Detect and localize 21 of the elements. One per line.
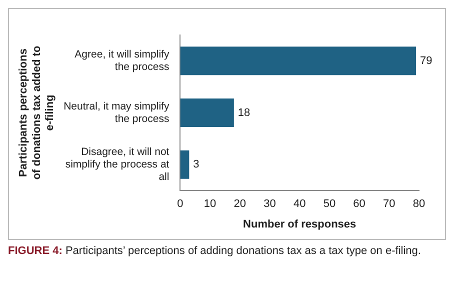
- y-tick-label: Neutral, it may simplify the process: [64, 100, 170, 125]
- x-axis-title: Number of responses: [243, 218, 356, 230]
- x-tick-label: 10: [204, 198, 216, 210]
- bar: [180, 150, 190, 179]
- data-label: 79: [420, 54, 432, 67]
- x-tick-label: 70: [383, 198, 396, 210]
- x-tick-label: 30: [264, 198, 276, 210]
- y-tick-label: Agree, it will simplify the process: [74, 48, 170, 74]
- x-tick-label: 80: [412, 198, 426, 210]
- caption: FIGURE 4: Participants’ perceptions of adding donations tax as a tax type on e-filing.: [8, 245, 422, 257]
- data-label: 18: [238, 106, 250, 119]
- x-tick-label: 40: [293, 198, 306, 210]
- x-tick-label: 50: [323, 198, 336, 210]
- x-tick-label: 0: [177, 198, 184, 210]
- x-tick-label: 20: [234, 198, 246, 210]
- bar: [180, 98, 234, 128]
- bar: [180, 46, 416, 76]
- data-label: 3: [193, 158, 200, 171]
- y-axis-title: Participants perceptions of donations tax added to e-filing: [18, 46, 56, 180]
- x-tick-label: 60: [353, 198, 366, 210]
- y-tick-label: Disagree, it will not simplify the process at all: [65, 146, 170, 184]
